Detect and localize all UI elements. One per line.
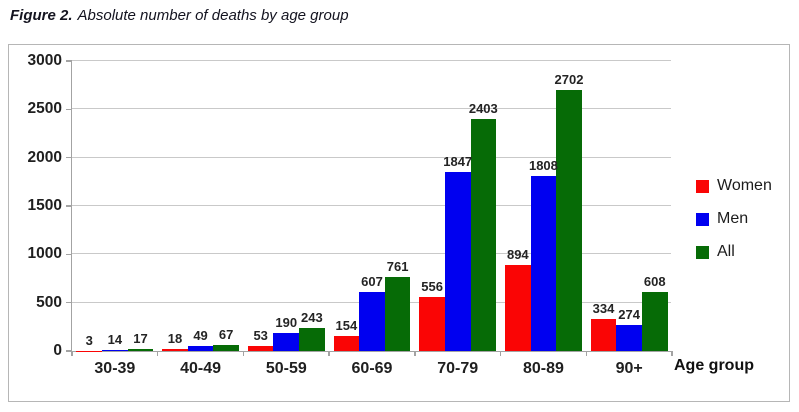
x-tick-50-59 <box>242 351 245 356</box>
data-label-all-40-49: 67 <box>218 326 234 342</box>
data-label-women-60-69: 154 <box>335 318 358 334</box>
y-tick-0 <box>66 350 72 352</box>
gridline-1000 <box>72 253 671 255</box>
y-tick-1500 <box>66 205 72 207</box>
y-tick-label-500: 500 <box>36 293 62 311</box>
data-label-men-80-89: 1808 <box>528 158 558 174</box>
data-label-all-70-79: 2403 <box>468 100 498 116</box>
bar-women-70-79 <box>419 297 445 351</box>
x-tick-80-89 <box>499 351 502 356</box>
bar-all-90+ <box>641 292 668 351</box>
bar-women-40-49 <box>162 349 188 351</box>
y-tick-label-1500: 1500 <box>27 197 62 214</box>
data-label-men-90+: 274 <box>618 306 640 322</box>
data-label-women-50-59: 53 <box>253 327 268 343</box>
plot-area: 0 500 1000 1500 2000 2500 3000 30-39 3 14 17 40-49 1… <box>28 52 673 377</box>
bar-men-80-89 <box>530 176 557 351</box>
y-tick-3000 <box>66 60 72 62</box>
x-tick-end <box>671 351 673 356</box>
bar-women-80-89 <box>505 264 531 351</box>
bar-all-60-69 <box>384 277 411 351</box>
data-label-all-30-39: 17 <box>133 331 148 347</box>
data-label-men-40-49: 49 <box>193 328 208 344</box>
bar-all-40-49 <box>213 344 239 351</box>
chart-legend: Women Men All <box>696 176 772 275</box>
x-tick-label-50-59: 50-59 <box>265 360 307 377</box>
data-label-all-80-89: 2702 <box>554 71 584 87</box>
legend-item-women: Women <box>696 176 772 196</box>
bar-all-30-39 <box>127 349 154 351</box>
bar-men-90+ <box>616 324 642 351</box>
bar-men-70-79 <box>444 172 471 351</box>
data-label-all-60-69: 761 <box>386 259 409 275</box>
y-tick-label-2000: 2000 <box>27 148 62 166</box>
x-tick-label-40-49: 40-49 <box>180 360 222 377</box>
gridline-3000 <box>72 60 671 61</box>
y-tick-2000 <box>66 156 72 159</box>
bar-women-90+ <box>590 318 617 351</box>
data-label-all-50-59: 243 <box>301 309 323 325</box>
gridline-2000 <box>72 156 671 158</box>
legend-label-all: All <box>717 243 735 260</box>
legend-swatch-women <box>696 179 709 193</box>
data-label-women-40-49: 18 <box>167 331 183 347</box>
y-tick-label-1000: 1000 <box>27 245 62 263</box>
bar-women-50-59 <box>247 345 274 351</box>
y-tick-label-3000: 3000 <box>27 52 62 69</box>
x-tick-60-69 <box>328 351 330 356</box>
figure-title-prefix: Figure 2. <box>10 7 73 24</box>
gridline-2500 <box>72 108 671 110</box>
legend-item-men: Men <box>696 209 772 229</box>
bar-men-30-39 <box>102 349 128 351</box>
x-tick-label-60-69: 60-69 <box>351 360 393 377</box>
legend-label-women: Women <box>717 177 772 194</box>
x-tick-label-30-39: 30-39 <box>94 360 136 377</box>
figure-title-text: Absolute number of deaths by age group <box>77 7 349 24</box>
gridline-1500 <box>72 205 671 206</box>
bar-women-60-69 <box>333 336 360 351</box>
chart-frame: 0 500 1000 1500 2000 2500 3000 30-39 3 14 17 40-49 1… <box>8 44 790 402</box>
bar-all-50-59 <box>299 327 325 351</box>
figure-title: Figure 2. Absolute number of deaths by ag… <box>10 7 349 24</box>
x-axis-title: Age group <box>674 357 754 374</box>
data-label-women-70-79: 556 <box>421 279 443 295</box>
y-tick-2500 <box>66 108 72 111</box>
bar-all-80-89 <box>556 89 582 351</box>
x-tick-label-90+: 90+ <box>615 360 643 377</box>
legend-swatch-men <box>696 212 709 226</box>
data-label-women-30-39: 3 <box>85 332 93 348</box>
legend-label-men: Men <box>717 210 749 227</box>
data-label-men-30-39: 14 <box>107 331 123 347</box>
data-label-men-60-69: 607 <box>361 274 383 290</box>
y-tick-1000 <box>66 253 72 256</box>
data-label-women-90+: 334 <box>592 300 615 316</box>
data-label-men-70-79: 1847 <box>443 154 473 170</box>
y-tick-label-2500: 2500 <box>27 100 62 118</box>
data-label-women-80-89: 894 <box>506 246 529 262</box>
x-tick-label-80-89: 80-89 <box>522 360 564 377</box>
x-tick-40-49 <box>156 351 159 356</box>
x-tick-90+ <box>585 351 588 356</box>
legend-item-all: All <box>696 242 772 262</box>
bar-men-40-49 <box>187 346 214 351</box>
legend-swatch-all <box>696 245 709 259</box>
bar-all-70-79 <box>470 118 497 351</box>
data-label-all-90+: 608 <box>643 274 666 290</box>
y-tick-500 <box>66 301 72 304</box>
bar-men-60-69 <box>359 292 385 351</box>
y-tick-label-0: 0 <box>53 342 62 359</box>
data-label-men-50-59: 190 <box>275 314 298 330</box>
x-tick-70-79 <box>414 351 416 356</box>
x-tick-label-70-79: 70-79 <box>437 360 479 377</box>
bar-men-50-59 <box>273 332 300 351</box>
x-tick-30-39 <box>71 351 73 356</box>
